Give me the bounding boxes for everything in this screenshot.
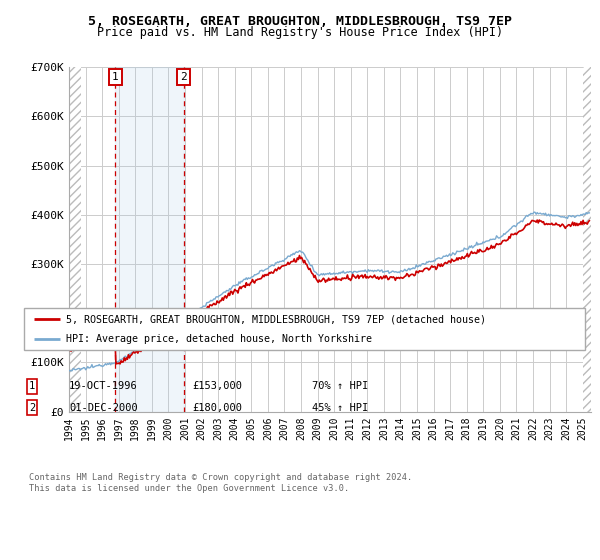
Text: 1: 1: [112, 72, 119, 82]
Text: 5, ROSEGARTH, GREAT BROUGHTON, MIDDLESBROUGH, TS9 7EP: 5, ROSEGARTH, GREAT BROUGHTON, MIDDLESBR…: [88, 15, 512, 28]
Text: 2: 2: [180, 72, 187, 82]
Text: 1: 1: [29, 381, 35, 391]
Text: 19-OCT-1996: 19-OCT-1996: [69, 381, 138, 391]
Bar: [115, 67, 184, 412]
Text: 2: 2: [29, 403, 35, 413]
Text: £153,000: £153,000: [192, 381, 242, 391]
Text: 01-DEC-2000: 01-DEC-2000: [69, 403, 138, 413]
Text: Contains HM Land Registry data © Crown copyright and database right 2024.
This d: Contains HM Land Registry data © Crown c…: [29, 473, 412, 493]
FancyBboxPatch shape: [24, 308, 585, 350]
Text: Price paid vs. HM Land Registry's House Price Index (HPI): Price paid vs. HM Land Registry's House …: [97, 26, 503, 39]
Text: 5, ROSEGARTH, GREAT BROUGHTON, MIDDLESBROUGH, TS9 7EP (detached house): 5, ROSEGARTH, GREAT BROUGHTON, MIDDLESBR…: [66, 314, 486, 324]
Text: 70% ↑ HPI: 70% ↑ HPI: [312, 381, 368, 391]
Text: 45% ↑ HPI: 45% ↑ HPI: [312, 403, 368, 413]
Text: £180,000: £180,000: [192, 403, 242, 413]
Text: HPI: Average price, detached house, North Yorkshire: HPI: Average price, detached house, Nort…: [66, 334, 372, 344]
